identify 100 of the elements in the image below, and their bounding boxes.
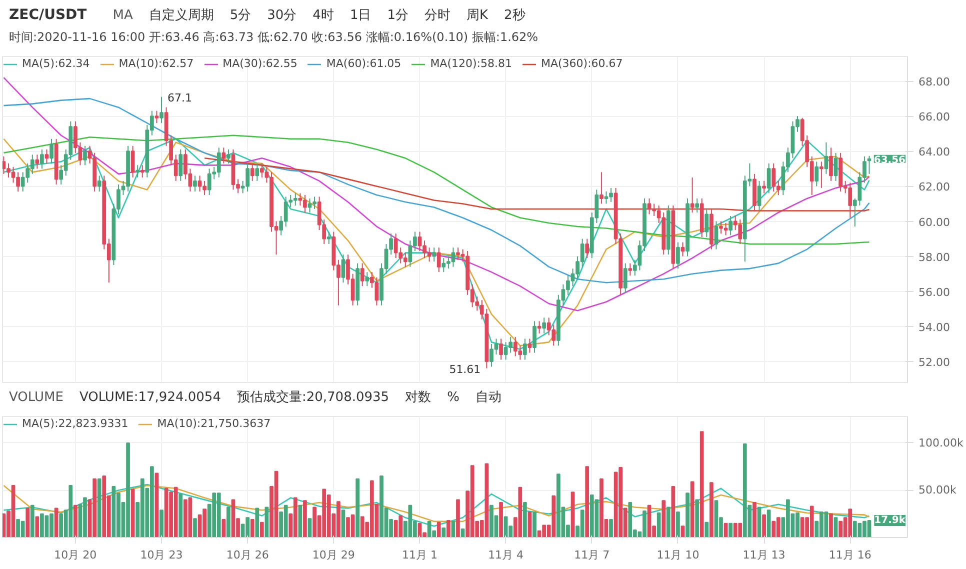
x-tick-label: 11月 10 [656, 548, 700, 562]
candlestick [83, 145, 87, 166]
candlestick [532, 320, 536, 354]
y-tick-label: 58.00 [918, 250, 950, 264]
bar [834, 517, 838, 538]
bar [303, 500, 307, 538]
bar [700, 431, 704, 538]
y-tick-label: 64.00 [918, 146, 950, 159]
legend-label: MA(30):62.55 [222, 57, 298, 70]
text: 30分 [267, 8, 297, 23]
candlestick [714, 220, 718, 250]
candlestick [628, 262, 632, 276]
annotation: 63.56 [874, 154, 906, 166]
legend-label: MA(10):21,750.3637 [157, 417, 271, 430]
bar [260, 522, 264, 538]
bar [250, 519, 254, 538]
annotation: 17.9k [874, 515, 906, 526]
candlestick [867, 155, 872, 174]
text: VOLUME:17,924.0054 [79, 390, 221, 405]
candlestick [537, 320, 542, 334]
bar [499, 502, 503, 538]
candlestick [824, 142, 828, 174]
bar [442, 528, 446, 538]
text: 1分 [387, 8, 409, 23]
candlestick [140, 164, 144, 178]
bar [341, 510, 346, 538]
candlestick [160, 96, 164, 124]
candlestick [585, 238, 590, 259]
text: 5分 [230, 8, 252, 23]
y-tick-label: 68.00 [918, 76, 950, 89]
text: 1日 [350, 8, 372, 23]
bar [446, 520, 450, 538]
bar [690, 481, 694, 538]
bar [97, 478, 102, 538]
candlestick [757, 180, 762, 212]
bar [73, 504, 78, 538]
bar [666, 506, 670, 538]
bar [710, 482, 714, 538]
bar [829, 513, 833, 538]
candlestick [436, 247, 441, 273]
bar [523, 502, 527, 538]
candlestick [50, 138, 54, 164]
bar [609, 519, 613, 538]
candlestick [695, 198, 700, 213]
x-tick-label: 11月 4 [488, 548, 524, 562]
bar [255, 508, 260, 538]
bar [676, 511, 680, 538]
text: 2秒 [504, 8, 526, 23]
candlestick [193, 175, 197, 192]
chart-title: ZEC/USDT [9, 7, 87, 23]
candlestick [341, 254, 346, 284]
legend-title: VOLUME [9, 390, 64, 405]
y-tick-label: 56.00 [918, 286, 950, 299]
bar [160, 510, 164, 538]
bar [308, 518, 312, 538]
text: 预估成交量:20,708.0935 [236, 390, 390, 405]
bar [178, 494, 183, 538]
candlestick [499, 338, 503, 360]
bar [26, 508, 30, 538]
candlestick [829, 147, 833, 182]
legend-label: MA(5):22,823.9331 [22, 417, 128, 430]
annotation: 51.61 [449, 362, 481, 376]
bar [686, 492, 690, 538]
bar [456, 499, 460, 538]
bar [154, 472, 159, 538]
bar [662, 500, 666, 538]
text: 自动 [475, 390, 502, 405]
line-series [204, 158, 870, 212]
x-tick-label: 10月 20 [54, 548, 97, 562]
bar [656, 512, 661, 538]
text: % [447, 390, 460, 405]
candlestick [178, 148, 183, 182]
bar [671, 486, 676, 538]
candlestick [819, 161, 824, 188]
bar [35, 516, 40, 538]
y-tick-label: 52.00 [918, 356, 950, 369]
x-tick-label: 10月 29 [312, 548, 355, 562]
candlestick [35, 154, 40, 170]
y-tick-label: 50.00k [918, 484, 957, 497]
legend-label: MA(5):62.34 [22, 57, 90, 70]
text: 分时 [424, 8, 451, 23]
bar [54, 508, 58, 538]
candlestick [40, 148, 44, 170]
bar [226, 506, 230, 538]
candlestick [676, 242, 680, 270]
candlestick [523, 338, 527, 360]
bar [30, 504, 34, 538]
bar [766, 510, 771, 538]
candlestick [704, 208, 709, 238]
x-tick-label: 10月 23 [140, 548, 183, 562]
bar [752, 502, 756, 538]
line-series [3, 76, 870, 312]
candlestick [528, 338, 532, 354]
candlestick [365, 272, 370, 287]
candlestick [766, 162, 771, 194]
line-series [3, 134, 870, 245]
text: 对数 [405, 390, 432, 405]
bar [222, 519, 226, 538]
candlestick [154, 110, 159, 124]
candlestick [250, 162, 254, 182]
